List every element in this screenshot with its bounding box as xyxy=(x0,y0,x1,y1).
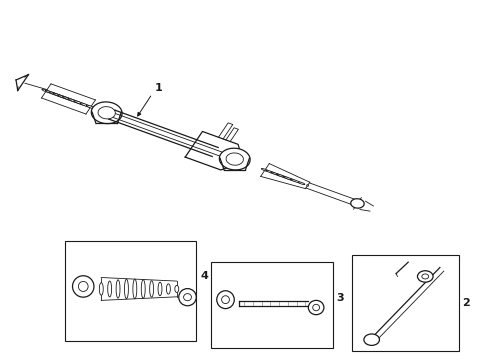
Ellipse shape xyxy=(266,170,276,174)
Text: 1: 1 xyxy=(155,83,163,93)
Bar xyxy=(211,262,333,348)
Ellipse shape xyxy=(226,153,244,165)
Text: 3: 3 xyxy=(337,293,344,303)
Ellipse shape xyxy=(141,280,145,298)
Ellipse shape xyxy=(364,334,379,345)
Ellipse shape xyxy=(78,282,88,292)
Ellipse shape xyxy=(220,148,250,170)
Ellipse shape xyxy=(351,199,364,208)
Ellipse shape xyxy=(261,168,269,171)
Text: 2: 2 xyxy=(462,298,470,308)
Ellipse shape xyxy=(86,105,95,109)
Ellipse shape xyxy=(49,92,63,97)
Bar xyxy=(352,255,460,351)
Ellipse shape xyxy=(124,279,128,299)
Ellipse shape xyxy=(308,300,324,315)
Ellipse shape xyxy=(158,282,162,296)
Ellipse shape xyxy=(298,182,305,185)
Ellipse shape xyxy=(149,281,153,297)
Ellipse shape xyxy=(175,285,179,292)
Ellipse shape xyxy=(57,95,74,102)
Ellipse shape xyxy=(307,185,309,186)
Bar xyxy=(65,241,196,341)
Ellipse shape xyxy=(46,90,57,95)
Ellipse shape xyxy=(221,296,229,303)
Ellipse shape xyxy=(184,294,192,301)
Ellipse shape xyxy=(290,179,301,183)
Ellipse shape xyxy=(108,281,112,297)
Ellipse shape xyxy=(91,102,122,123)
Ellipse shape xyxy=(270,172,284,177)
Ellipse shape xyxy=(217,291,234,309)
Ellipse shape xyxy=(276,174,290,179)
Ellipse shape xyxy=(74,101,88,106)
Text: 4: 4 xyxy=(200,271,208,282)
Ellipse shape xyxy=(167,284,171,294)
Ellipse shape xyxy=(68,99,84,105)
Ellipse shape xyxy=(42,89,50,93)
Ellipse shape xyxy=(417,271,433,282)
Ellipse shape xyxy=(62,96,79,103)
Ellipse shape xyxy=(133,279,137,299)
Ellipse shape xyxy=(283,176,296,181)
Ellipse shape xyxy=(99,283,103,295)
Ellipse shape xyxy=(116,280,120,298)
Ellipse shape xyxy=(179,289,196,306)
Ellipse shape xyxy=(80,103,92,108)
Ellipse shape xyxy=(73,276,94,297)
Ellipse shape xyxy=(313,304,319,311)
Ellipse shape xyxy=(422,274,429,279)
Ellipse shape xyxy=(98,107,115,119)
Ellipse shape xyxy=(53,93,69,99)
